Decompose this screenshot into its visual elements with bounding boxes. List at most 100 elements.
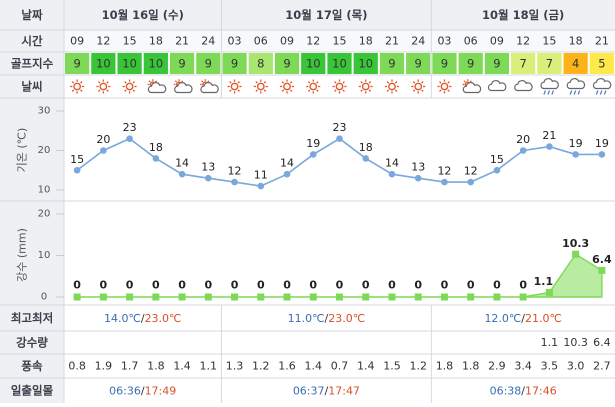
time-cell: 03: [228, 35, 242, 48]
sunrise-sunset-label: 일출일몰: [11, 384, 54, 398]
wind-label: 풍속: [21, 359, 43, 373]
sun-icon: [411, 79, 426, 94]
golf-index-value: 9: [178, 57, 185, 71]
time-cell: 18: [359, 35, 373, 48]
golf-index-value: 10: [96, 57, 111, 71]
sun-icon: [253, 79, 268, 94]
rain-y-tick: 0: [41, 292, 47, 303]
golf-index-cell: [222, 53, 247, 74]
sun-icon: [122, 79, 137, 94]
golf-index-value: 9: [73, 57, 80, 71]
wind-cell: 2.9: [488, 360, 506, 373]
time-cell: 12: [96, 35, 110, 48]
rain-point: [257, 293, 265, 301]
golf-index-cell: [353, 53, 378, 74]
golf-index-value: 10: [149, 57, 164, 71]
temp-data-label: 21: [542, 129, 556, 142]
wind-cell: 1.4: [357, 360, 375, 373]
temp-data-label: 12: [228, 165, 242, 178]
rain-data-label: 0: [309, 279, 317, 292]
wind-cell: 0.8: [68, 360, 86, 373]
sun-icon: [437, 79, 452, 94]
cloud-icon: [487, 80, 507, 92]
sunset-time: 17:47: [328, 384, 360, 397]
rain-data-label: 6.4: [592, 253, 612, 266]
golf-index-cell: [143, 53, 168, 74]
day-header: 10월 17일 (목): [285, 8, 367, 22]
sun-icon: [332, 79, 347, 94]
rain-data-label: 0: [231, 279, 239, 292]
wind-cell: 1.2: [409, 360, 427, 373]
rain-point: [336, 293, 343, 301]
rain-point: [519, 293, 527, 301]
temp-data-label: 23: [333, 121, 347, 134]
time-cell: 09: [70, 35, 84, 48]
min-max-separator: /: [325, 312, 329, 325]
wind-cell: 1.6: [278, 360, 296, 373]
wind-cell: 3.4: [514, 360, 532, 373]
rain-data-label: 0: [493, 279, 501, 292]
golf-index-value: 9: [388, 57, 395, 71]
rain-data-label: 0: [73, 279, 81, 292]
golf-index-cell: [248, 53, 273, 74]
partly-cloudy-icon: [173, 79, 193, 94]
temp-data-label: 11: [254, 169, 268, 182]
temp-point: [467, 178, 474, 186]
partly-cloudy-icon: [462, 79, 482, 94]
min-max-label: 최고최저: [11, 311, 53, 325]
temp-data-label: 13: [411, 161, 425, 174]
wind-cell: 0.7: [331, 360, 349, 373]
temp-y-tick: 30: [38, 106, 51, 117]
time-cell: 15: [542, 35, 556, 48]
precip-amount-cell: 1.1: [541, 336, 559, 349]
golf-index-cell: [196, 53, 221, 74]
temp-point: [205, 174, 212, 182]
temp-point: [598, 151, 606, 158]
rain-point: [440, 293, 448, 301]
wind-cell: 1.3: [226, 360, 244, 373]
rain-data-label: 0: [414, 279, 422, 292]
rain-point: [362, 293, 370, 301]
time-cell: 06: [254, 35, 268, 48]
rain-point: [283, 293, 291, 301]
rain-axis-label: 강수 (mm): [16, 228, 29, 282]
rain-data-label: 0: [336, 279, 344, 292]
rain-data-label: 0: [519, 279, 527, 292]
max-temp: 21.0℃: [525, 312, 562, 325]
temp-point: [493, 166, 501, 174]
rain-point: [152, 293, 160, 301]
golf-index-value: 9: [493, 57, 500, 71]
golf-index-value: 9: [441, 57, 448, 71]
golf-index-cell: [484, 53, 510, 74]
golf-index-value: 5: [598, 57, 605, 71]
rain-point: [414, 293, 422, 301]
time-cell: 24: [201, 35, 215, 48]
golf-index-value: 10: [306, 57, 321, 71]
precip-amount-cell: 6.4: [593, 336, 611, 349]
rain-data-label: 0: [204, 279, 212, 292]
golf-index-cell: [117, 53, 142, 74]
temp-data-label: 20: [516, 133, 530, 146]
max-temp: 23.0℃: [328, 312, 365, 325]
precip-amount-label: 강수량: [16, 336, 48, 350]
min-temp: 14.0℃: [104, 312, 141, 325]
rain-data-label: 0: [283, 279, 291, 292]
wind-cell: 1.1: [200, 360, 218, 373]
rain-y-tick: 10: [38, 250, 51, 261]
rain-point: [309, 293, 317, 301]
golf-index-value: 10: [122, 57, 137, 71]
temp-data-label: 23: [123, 121, 137, 134]
temp-point: [283, 170, 291, 178]
rain-icon: [592, 78, 612, 95]
temp-data-label: 12: [437, 165, 451, 178]
golf-index-cell: [511, 53, 536, 74]
rain-data-label: 1.1: [534, 275, 554, 288]
temp-point: [309, 151, 317, 158]
time-cell: 06: [464, 35, 478, 48]
wind-cell: 1.7: [121, 360, 139, 373]
temp-data-label: 19: [595, 137, 609, 150]
rain-point: [73, 293, 81, 301]
rain-data-label: 0: [126, 279, 134, 292]
wind-cell: 1.5: [383, 360, 401, 373]
sunrise-sunset-value: 06:36/17:49: [109, 384, 176, 397]
